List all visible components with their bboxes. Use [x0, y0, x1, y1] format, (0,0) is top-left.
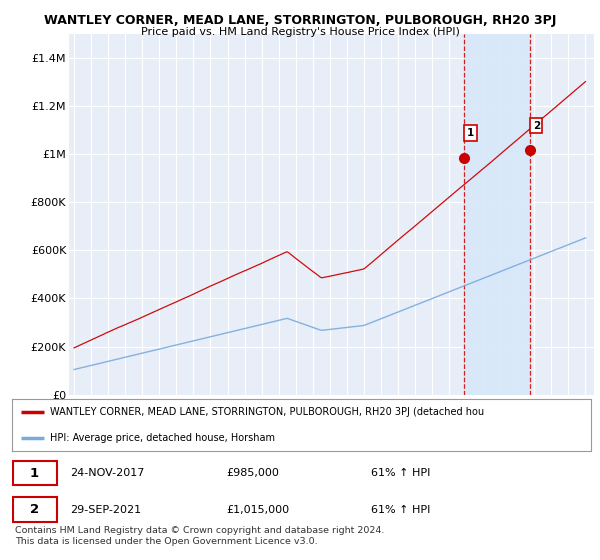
Text: Price paid vs. HM Land Registry's House Price Index (HPI): Price paid vs. HM Land Registry's House … [140, 27, 460, 37]
Text: 1: 1 [467, 128, 474, 138]
Text: £1,015,000: £1,015,000 [226, 505, 289, 515]
Text: Contains HM Land Registry data © Crown copyright and database right 2024.
This d: Contains HM Land Registry data © Crown c… [15, 526, 385, 546]
Text: 61% ↑ HPI: 61% ↑ HPI [371, 468, 430, 478]
Text: HPI: Average price, detached house, Horsham: HPI: Average price, detached house, Hors… [50, 433, 275, 443]
Text: 2: 2 [533, 121, 540, 130]
Text: WANTLEY CORNER, MEAD LANE, STORRINGTON, PULBOROUGH, RH20 3PJ (detached hou: WANTLEY CORNER, MEAD LANE, STORRINGTON, … [50, 407, 484, 417]
Text: 61% ↑ HPI: 61% ↑ HPI [371, 505, 430, 515]
Text: 29-SEP-2021: 29-SEP-2021 [70, 505, 141, 515]
Text: 2: 2 [30, 503, 39, 516]
Text: £985,000: £985,000 [226, 468, 279, 478]
Text: 1: 1 [30, 466, 39, 480]
Bar [464, 34, 530, 395]
Text: WANTLEY CORNER, MEAD LANE, STORRINGTON, PULBOROUGH, RH20 3PJ: WANTLEY CORNER, MEAD LANE, STORRINGTON, … [44, 14, 556, 27]
FancyBboxPatch shape [13, 497, 56, 522]
FancyBboxPatch shape [13, 461, 56, 486]
Text: 24-NOV-2017: 24-NOV-2017 [70, 468, 144, 478]
